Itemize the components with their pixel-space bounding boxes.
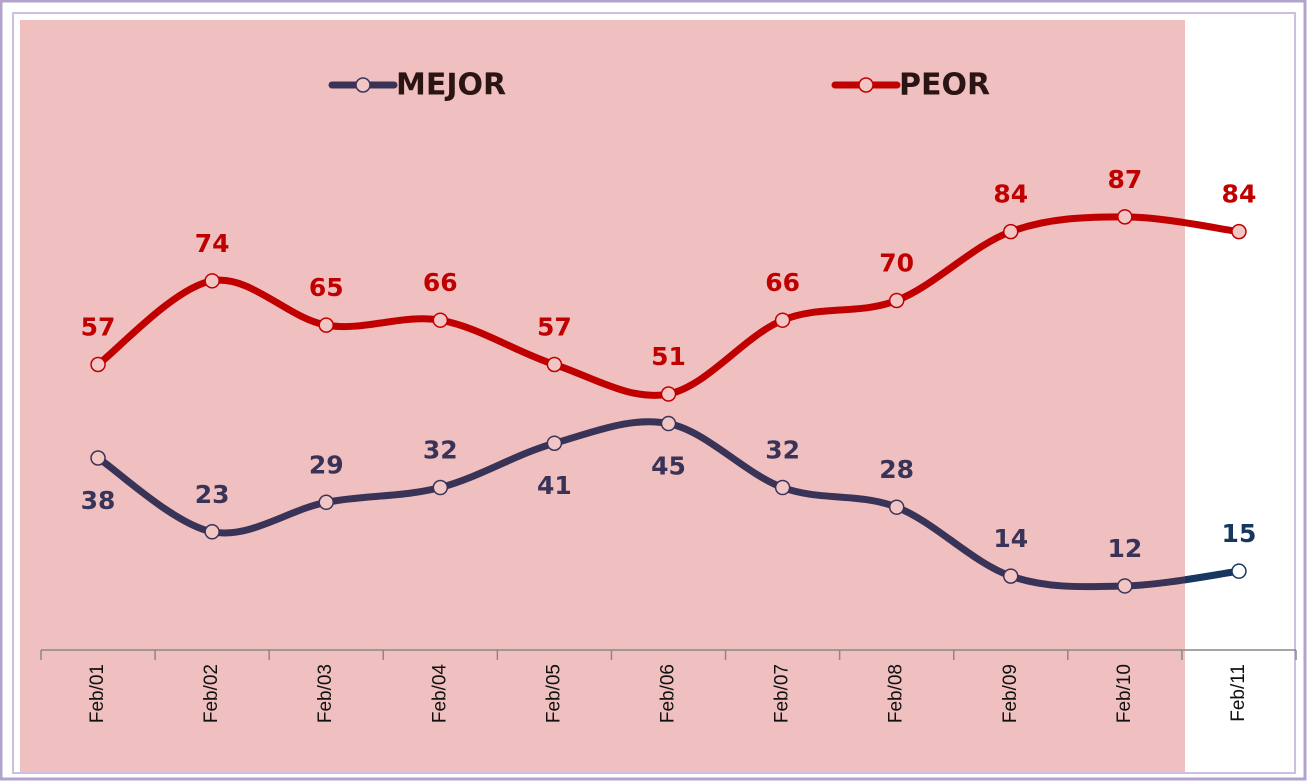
data-label: 65 [309,273,344,302]
legend-label: PEOR [899,68,990,103]
data-point [1231,563,1247,579]
data-point [660,415,677,432]
data-label: 32 [765,436,800,465]
data-point [1117,209,1133,225]
x-tick-label: Feb/07 [772,664,793,723]
data-label: 45 [651,452,686,481]
shaded-region [20,20,1185,772]
data-label: 66 [765,268,800,297]
x-tick-label: Feb/11 [1228,664,1249,722]
data-point [546,435,563,451]
data-point [90,450,106,466]
data-label: 57 [81,312,116,341]
data-label: 15 [1222,519,1257,548]
data-point [1003,568,1019,584]
data-label: 70 [879,249,914,278]
data-label: 66 [423,268,458,297]
x-tick-label: Feb/02 [201,664,222,723]
data-point [204,273,220,289]
data-point [888,292,905,309]
data-point [318,494,334,511]
data-label: 74 [195,229,230,258]
inner-frame [12,12,1296,774]
data-label: 12 [1107,534,1142,563]
data-point [90,356,106,373]
data-label: 23 [195,480,230,509]
data-point [432,479,449,496]
x-tick-label: Feb/08 [886,664,907,723]
data-point [318,317,334,333]
data-point [432,312,449,328]
data-point [1003,223,1019,240]
data-label: 29 [309,450,344,479]
data-label: 28 [879,455,914,484]
data-point [774,479,791,496]
data-point [888,499,905,515]
legend-label: MEJOR [396,68,506,103]
data-point [546,356,563,373]
x-tick-label: Feb/06 [658,664,679,723]
legend-marker [858,77,874,93]
data-label: 84 [993,180,1028,209]
data-point [1231,223,1247,240]
data-point [1117,578,1133,594]
data-label: 57 [537,312,572,341]
data-point [660,386,677,402]
data-point [774,312,791,328]
x-tick-label: Feb/04 [429,664,450,724]
data-label: 14 [993,524,1028,553]
x-tick-label: Feb/10 [1114,664,1135,723]
data-label: 38 [81,486,116,515]
x-tick-label: Feb/03 [315,664,336,723]
x-tick-label: Feb/05 [543,664,564,723]
data-label: 87 [1107,165,1142,194]
data-label: 41 [537,471,572,500]
x-tick-label: Feb/09 [1000,664,1021,723]
x-tick-label: Feb/01 [87,664,108,723]
legend-marker [355,77,371,93]
data-label: 32 [423,436,458,465]
data-point [204,524,220,540]
data-label: 51 [651,342,686,371]
data-label: 84 [1222,180,1257,209]
